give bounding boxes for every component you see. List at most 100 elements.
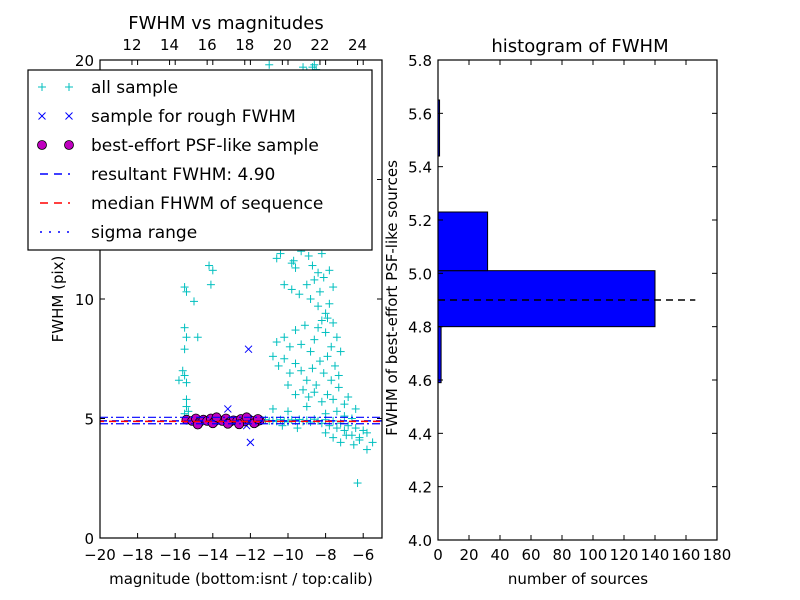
point-all-sample [182,402,191,411]
x-tick-label: −16 [159,546,191,564]
point-all-sample [289,256,298,265]
point-all-sample [280,280,289,289]
point-all-sample [306,295,315,303]
point-all-sample [340,400,349,409]
point-rough-sample [244,345,253,354]
point-all-sample [368,438,377,447]
top-x-tick-label: 20 [273,36,292,54]
y-tick-label: 4.0 [408,532,432,550]
scatter-y-label: FWHM (pix) [49,256,67,343]
point-all-sample [272,254,281,263]
x-tick-label: 60 [521,546,540,564]
point-all-sample [340,426,349,435]
point-all-sample [317,316,326,325]
point-all-sample [265,60,274,69]
legend-label-median-fwhm: median FHWM of sequence [91,194,323,214]
point-all-sample [340,412,349,421]
x-tick-label: −8 [315,546,337,564]
scatter-panel: FWHM vs magnitudes −20 −18 −16 −14 −12 −10 −8−… [27,13,383,588]
point-all-sample [321,328,330,337]
top-x-tick-label: 24 [348,36,367,54]
histogram-bar [437,270,656,328]
point-all-sample [332,407,341,416]
point-all-sample [323,390,332,399]
point-all-sample [208,266,217,275]
point-all-sample [306,347,315,356]
point-rough-sample [246,438,255,447]
point-all-sample [302,280,311,289]
scatter-y-ticks: 0 5 10 20 [75,52,382,548]
top-x-tick-label: 12 [122,36,141,54]
point-all-sample [178,366,187,375]
point-all-sample [332,424,341,433]
point-all-sample [291,390,300,399]
x-tick-label: 100 [579,546,608,564]
point-all-sample [355,436,364,445]
point-all-sample [310,275,319,284]
point-all-sample [180,371,189,380]
point-all-sample [291,326,300,335]
point-all-sample [344,392,353,401]
histogram-bar [437,211,489,272]
point-all-sample [180,283,189,292]
point-all-sample [310,388,319,397]
point-all-sample [317,397,326,406]
point-all-sample [308,364,317,373]
point-all-sample [285,369,294,378]
point-all-sample [329,283,338,292]
y-tick-label: 5.4 [408,159,432,177]
point-all-sample [323,314,332,323]
point-all-sample [182,395,191,404]
point-all-sample [284,381,292,390]
point-all-sample [336,438,345,447]
point-all-sample [285,342,294,351]
point-psf-sample [192,419,203,430]
point-all-sample [297,366,306,375]
legend-handle-plus [65,83,73,91]
legend-handle-circle [64,140,74,150]
y-tick-label: 20 [75,52,94,70]
point-all-sample [276,249,285,258]
point-all-sample [205,261,214,270]
point-all-sample [349,440,358,449]
point-all-sample [297,340,306,349]
point-all-sample [304,251,313,260]
point-rough-sample-b [246,438,255,447]
point-rough-sample-b [244,345,253,354]
point-all-sample [314,302,323,311]
histogram-x-ticks: 0 20 40 60 80 100 120 140 160 180 [433,60,731,564]
legend-label-all-sample: all sample [91,78,178,98]
x-tick-label: 140 [641,546,670,564]
top-x-tick-label: 18 [235,36,254,54]
point-all-sample [327,376,336,385]
top-x-tick-label: 16 [198,36,217,54]
point-all-sample [321,428,330,437]
point-all-sample [268,352,277,361]
point-all-sample [329,318,338,327]
point-all-sample [280,333,289,342]
y-tick-label: 5.8 [408,52,432,70]
point-all-sample [362,428,371,437]
point-all-sample [272,338,281,347]
point-all-sample [314,268,323,277]
y-tick-label: 4.8 [408,319,432,337]
y-tick-label: 5 [84,411,94,429]
scatter-title: FWHM vs magnitudes [128,13,323,34]
legend-label-rough-sample: sample for rough FWHM [91,107,296,127]
point-all-sample [284,407,292,416]
point-all-sample [287,285,296,294]
point-all-sample [291,359,300,368]
legend-label-resultant-fwhm: resultant FWHM: 4.90 [91,165,275,185]
point-all-sample [325,266,334,275]
x-tick-label: −6 [352,546,374,564]
point-all-sample [323,352,332,361]
legend-handle-x [38,112,46,120]
point-all-sample [314,323,323,332]
point-all-sample [299,385,308,394]
point-all-sample [302,376,311,385]
point-all-sample [336,347,345,356]
x-tick-label: 0 [433,546,443,564]
point-all-sample [293,424,302,433]
y-tick-label: 5.2 [408,212,432,230]
x-tick-label: 20 [459,546,478,564]
